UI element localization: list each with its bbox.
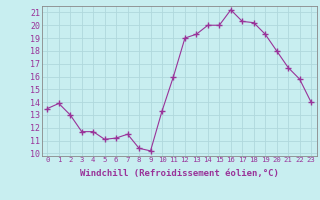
X-axis label: Windchill (Refroidissement éolien,°C): Windchill (Refroidissement éolien,°C) <box>80 169 279 178</box>
